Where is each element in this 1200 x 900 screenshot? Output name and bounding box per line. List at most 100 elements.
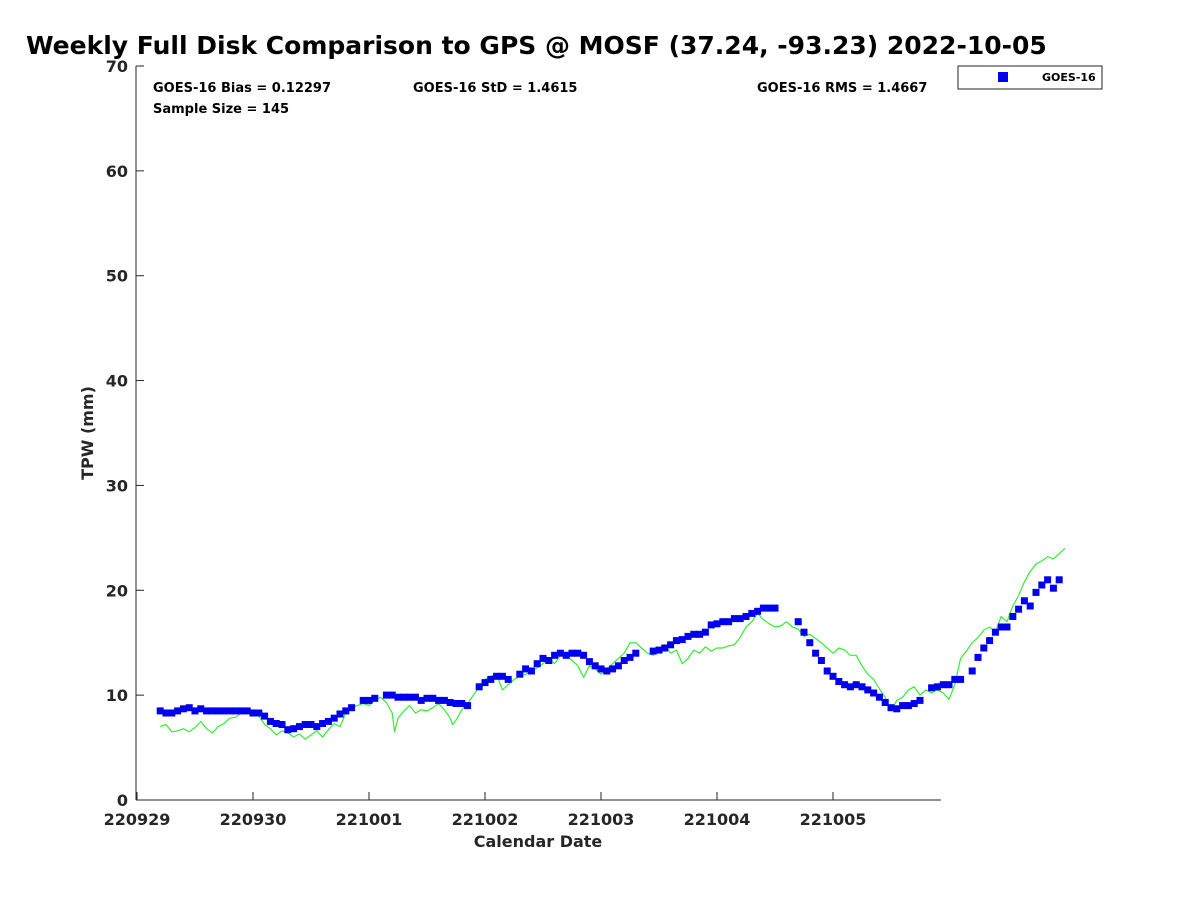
data-point <box>626 653 634 661</box>
y-axis-label: TPW (mm) <box>78 386 97 480</box>
data-point <box>255 709 263 717</box>
data-point <box>388 691 396 699</box>
data-point <box>945 681 953 689</box>
data-point <box>649 647 657 655</box>
data-point <box>411 693 419 701</box>
data-point <box>620 657 628 664</box>
data-point <box>864 686 872 694</box>
data-point <box>336 710 344 718</box>
data-point <box>452 700 460 707</box>
data-point <box>974 653 982 661</box>
data-point <box>440 696 448 704</box>
data-point <box>220 707 228 715</box>
data-point <box>342 707 350 715</box>
data-point <box>928 684 936 692</box>
y-tick-label: 0 <box>117 791 128 810</box>
data-point <box>319 720 327 727</box>
data-point <box>968 667 976 675</box>
y-tick-label: 70 <box>106 57 128 76</box>
data-point <box>504 675 512 683</box>
x-tick-label: 220930 <box>220 810 287 829</box>
data-point <box>933 683 941 691</box>
x-tick-label: 221005 <box>800 810 867 829</box>
data-point <box>667 641 675 649</box>
data-point <box>516 670 524 678</box>
data-point <box>359 696 367 704</box>
data-point <box>156 707 164 715</box>
data-point <box>858 683 866 691</box>
data-point <box>522 665 530 673</box>
data-point <box>1049 584 1057 592</box>
data-point <box>487 675 495 683</box>
data-point <box>910 700 918 707</box>
stat-bias: GOES-16 Bias = 0.12297 <box>153 81 331 96</box>
data-point <box>585 658 593 666</box>
data-point <box>179 705 187 713</box>
data-point <box>545 657 553 664</box>
data-point <box>191 707 199 715</box>
data-point <box>806 639 814 647</box>
data-point <box>249 709 257 717</box>
data-point <box>232 707 240 715</box>
data-point <box>603 667 611 675</box>
data-point <box>417 696 425 704</box>
data-point <box>429 694 437 702</box>
data-point <box>713 620 721 628</box>
chart-title: Weekly Full Disk Comparison to GPS @ MOS… <box>26 31 1047 60</box>
data-point <box>812 649 820 657</box>
x-tick-label: 221004 <box>684 810 751 829</box>
data-point <box>817 657 825 664</box>
data-point <box>313 723 321 731</box>
y-tick-label: 10 <box>106 686 128 705</box>
data-point <box>887 704 895 712</box>
legend-label-goes16: GOES-16 <box>1042 71 1096 84</box>
data-point <box>406 693 414 701</box>
x-tick-label: 221001 <box>336 810 403 829</box>
data-point <box>423 694 431 702</box>
data-point <box>696 630 704 638</box>
data-point <box>661 644 669 652</box>
data-point <box>214 707 222 715</box>
legend-box <box>957 65 1103 90</box>
data-point <box>284 726 292 734</box>
x-tick-label: 221002 <box>452 810 519 829</box>
data-point <box>765 604 773 612</box>
data-point <box>881 699 889 706</box>
data-point <box>551 651 559 659</box>
data-point <box>759 604 767 612</box>
data-point <box>957 675 965 683</box>
data-point <box>574 649 582 657</box>
data-point <box>365 696 373 704</box>
data-point <box>771 604 779 612</box>
data-point <box>493 672 501 680</box>
plot-area: 0 10 20 30 40 50 60 70 220929 220930 221001 221002… <box>104 57 1066 829</box>
data-point <box>899 702 907 710</box>
legend: GOES-16 <box>957 65 1103 90</box>
data-point <box>1020 597 1028 605</box>
y-tick-label: 40 <box>106 372 128 391</box>
data-point <box>278 721 286 728</box>
data-point <box>464 702 472 710</box>
data-point <box>446 699 454 706</box>
legend-marker-goes16 <box>998 72 1008 82</box>
data-point <box>307 721 315 728</box>
x-tick-label: 221003 <box>568 810 635 829</box>
data-point <box>197 705 205 713</box>
data-point <box>185 704 193 712</box>
stat-sample-size: Sample Size = 145 <box>153 102 289 117</box>
data-point <box>539 654 547 662</box>
data-point <box>701 628 709 636</box>
data-point <box>290 725 298 733</box>
data-point <box>609 665 617 673</box>
data-point <box>1044 576 1052 584</box>
data-point <box>174 707 182 715</box>
data-point <box>614 662 622 670</box>
data-point <box>1009 613 1017 620</box>
data-point <box>719 618 727 626</box>
data-point <box>748 609 756 617</box>
data-point <box>458 700 466 707</box>
data-point <box>875 693 883 701</box>
data-point <box>951 675 959 683</box>
data-point <box>580 651 588 659</box>
data-point <box>991 628 999 636</box>
